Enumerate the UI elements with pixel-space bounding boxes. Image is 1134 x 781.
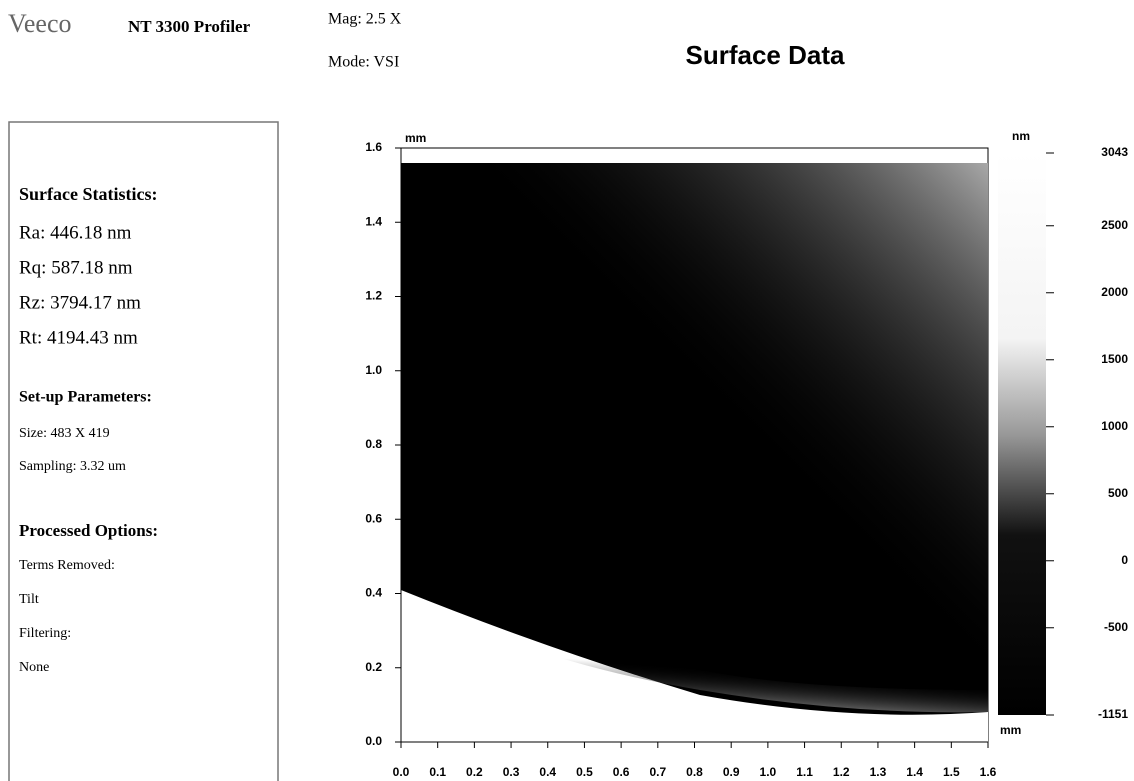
title: Surface Data: [686, 40, 845, 70]
section-line: None: [19, 660, 49, 675]
z-tick-label: 0: [1121, 553, 1128, 567]
y-tick-label: 0.6: [365, 511, 382, 525]
x-tick-label: 0.6: [613, 765, 630, 779]
x-tick-label: 1.0: [760, 765, 777, 779]
x-tick-label: 0.2: [466, 765, 483, 779]
z-tick-label: 500: [1108, 486, 1128, 500]
y-unit: mm: [405, 131, 426, 145]
y-tick-label: 0.4: [365, 586, 382, 600]
colorbar: [998, 153, 1046, 715]
x-tick-label: 0.9: [723, 765, 740, 779]
section-heading: Set-up Parameters:: [19, 389, 152, 406]
sidebar-box: [8, 121, 279, 781]
x-tick-label: 0.1: [429, 765, 446, 779]
section-line: Filtering:: [19, 626, 71, 641]
section-heading: Surface Statistics:: [19, 184, 157, 204]
mode: Mode: VSI: [328, 54, 399, 71]
logo: Veeco: [8, 9, 72, 38]
z-tick-label: -500: [1104, 620, 1128, 634]
x-tick-label: 0.4: [539, 765, 556, 779]
z-tick-label: 1000: [1101, 419, 1128, 433]
map-low: [401, 560, 988, 713]
z-tick-label: -1151: [1098, 707, 1128, 721]
x-tick-label: 0.3: [503, 765, 520, 779]
y-tick-label: 1.2: [365, 289, 382, 303]
y-tick-label: 0.2: [365, 660, 382, 674]
section-heading: Processed Options:: [19, 521, 158, 540]
section-line: Sampling: 3.32 um: [19, 459, 126, 474]
x-tick-label: 1.2: [833, 765, 850, 779]
z-tick-label: 2000: [1101, 285, 1128, 299]
x-tick-label: 1.6: [980, 765, 997, 779]
y-tick-label: 0.8: [365, 437, 382, 451]
z-tick-label: 1500: [1101, 352, 1128, 366]
x-tick-label: 0.8: [686, 765, 703, 779]
z-unit: nm: [1012, 129, 1030, 143]
z-tick-label: 3043: [1101, 145, 1128, 159]
section-line: Rt: 4194.43 nm: [19, 327, 138, 348]
section-line: Rz: 3794.17 nm: [19, 292, 141, 313]
y-tick-label: 1.0: [365, 363, 382, 377]
section-line: Ra: 446.18 nm: [19, 222, 132, 243]
x-tick-label: 1.4: [906, 765, 923, 779]
x-tick-label: 0.7: [649, 765, 666, 779]
map-edge: [401, 590, 988, 742]
section-line: Size: 483 X 419: [19, 426, 110, 441]
sidebar: Surface Statistics: Ra: 446.18 nm Rq: 587.…: [19, 184, 158, 675]
y-tick-label: 1.4: [365, 214, 382, 228]
x-tick-label: 1.5: [943, 765, 960, 779]
section-line: Tilt: [19, 592, 39, 607]
z-tick-label: 2500: [1101, 218, 1128, 232]
product: NT 3300 Profiler: [128, 17, 251, 36]
y-tick-label: 1.6: [365, 140, 382, 154]
section-line: Terms Removed:: [19, 558, 115, 573]
x-tick-label: 0.0: [393, 765, 410, 779]
x-tick-label: 1.3: [870, 765, 887, 779]
surface-map: [400, 147, 989, 743]
section-line: Rq: 587.18 nm: [19, 257, 133, 278]
x-tick-label: 0.5: [576, 765, 593, 779]
magnification: Mag: 2.5 X: [328, 11, 402, 28]
x-unit: mm: [1000, 723, 1021, 737]
y-tick-label: 0.0: [365, 734, 382, 748]
x-tick-label: 1.1: [796, 765, 813, 779]
